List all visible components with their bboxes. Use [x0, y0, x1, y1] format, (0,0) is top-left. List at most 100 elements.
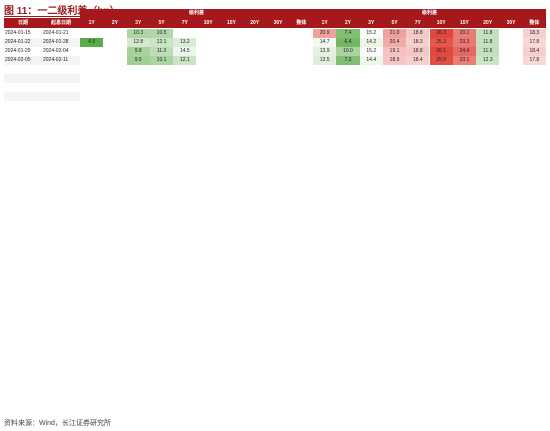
value-cell: 20.4 [382, 38, 407, 47]
value-cell [476, 83, 499, 92]
column-header: 起息日期 [50, 20, 71, 26]
value-cell [290, 65, 313, 74]
value-cell: 26.3 [429, 29, 453, 38]
date-cell: 2024-01-21 [42, 29, 80, 38]
value-cell [336, 74, 359, 83]
date-cell: 2024-01-22 [4, 38, 42, 47]
value-cell [499, 47, 522, 56]
value-cell: 6.4 [336, 38, 360, 47]
date-cell [4, 92, 42, 101]
value-cell: 10.0 [336, 47, 360, 56]
value-cell [290, 38, 313, 47]
value-cell [499, 92, 522, 101]
column-header: 7Y [414, 20, 421, 26]
value-cell [453, 83, 476, 92]
value-cell [243, 65, 266, 74]
value-cell [523, 74, 546, 83]
value-cell [243, 47, 266, 56]
value-cell: 23.1 [452, 56, 477, 65]
value-cell [499, 74, 522, 83]
column-header: 30Y [273, 20, 283, 26]
value-cell: 4.9 [80, 38, 104, 47]
value-cell [290, 92, 313, 101]
value-cell [313, 92, 336, 101]
value-cell [243, 38, 266, 47]
value-cell [220, 74, 243, 83]
value-cell: 11.8 [476, 38, 500, 47]
value-cell: 15.2 [359, 47, 383, 56]
value-cell [220, 83, 243, 92]
value-cell: 18.8 [406, 29, 430, 38]
value-cell [103, 65, 126, 74]
value-cell [266, 92, 289, 101]
value-cell [266, 65, 289, 74]
value-cell [150, 65, 173, 74]
value-cell [383, 92, 406, 101]
value-cell: 18.3 [406, 38, 430, 47]
value-cell [197, 56, 220, 65]
value-cell [103, 83, 126, 92]
value-cell [80, 47, 103, 56]
date-cell [4, 83, 42, 92]
column-header: 整体 [296, 20, 307, 26]
value-cell [173, 92, 196, 101]
value-cell [266, 74, 289, 83]
value-cell [406, 92, 429, 101]
value-cell [499, 83, 522, 92]
value-cell [197, 38, 220, 47]
value-cell [430, 92, 453, 101]
date-cell: 2024-02-04 [42, 47, 80, 56]
value-cell [499, 29, 522, 38]
date-cell [42, 74, 80, 83]
value-cell [243, 92, 266, 101]
group-header: 级利差 [313, 9, 546, 18]
value-cell [360, 65, 383, 74]
value-cell: 15.2 [359, 29, 383, 38]
value-cell: 20.9 [313, 29, 337, 38]
value-cell [173, 65, 196, 74]
date-cell [4, 74, 42, 83]
value-cell: 13.9 [313, 47, 337, 56]
value-cell [523, 65, 546, 74]
column-header: 5Y [158, 20, 165, 26]
value-cell [523, 92, 546, 101]
column-header: 10Y [436, 20, 446, 26]
value-cell [406, 65, 429, 74]
value-cell [499, 56, 522, 65]
column-header: 30Y [506, 20, 516, 26]
date-cell: 2024-02-05 [4, 56, 42, 65]
value-cell [220, 47, 243, 56]
value-cell [383, 83, 406, 92]
value-cell: 7.4 [336, 29, 360, 38]
value-cell [197, 74, 220, 83]
value-cell [220, 92, 243, 101]
value-cell: 13.2 [173, 38, 197, 47]
value-cell [173, 83, 196, 92]
value-cell [476, 74, 499, 83]
column-header: 1Y [88, 20, 95, 26]
value-cell [103, 47, 126, 56]
value-cell [103, 38, 126, 47]
value-cell: 23.3 [452, 38, 477, 47]
column-header: 整体 [529, 20, 540, 26]
date-cell: 2024-01-29 [4, 47, 42, 56]
value-cell [430, 65, 453, 74]
value-cell: 10.5 [149, 29, 174, 38]
value-cell [266, 38, 289, 47]
value-cell: 18.9 [382, 56, 407, 65]
value-cell [197, 92, 220, 101]
value-cell [290, 29, 313, 38]
value-cell [266, 29, 289, 38]
value-cell: 14.2 [359, 38, 383, 47]
value-cell [243, 56, 266, 65]
value-cell: 7.3 [336, 56, 360, 65]
value-cell [476, 65, 499, 74]
value-cell [266, 83, 289, 92]
date-cell: 2024-02-11 [42, 56, 80, 65]
value-cell: 26.1 [429, 47, 453, 56]
value-cell: 18.4 [406, 56, 430, 65]
value-cell: 13.5 [313, 56, 337, 65]
column-header: 1Y [321, 20, 328, 26]
value-cell [360, 74, 383, 83]
value-cell [430, 74, 453, 83]
